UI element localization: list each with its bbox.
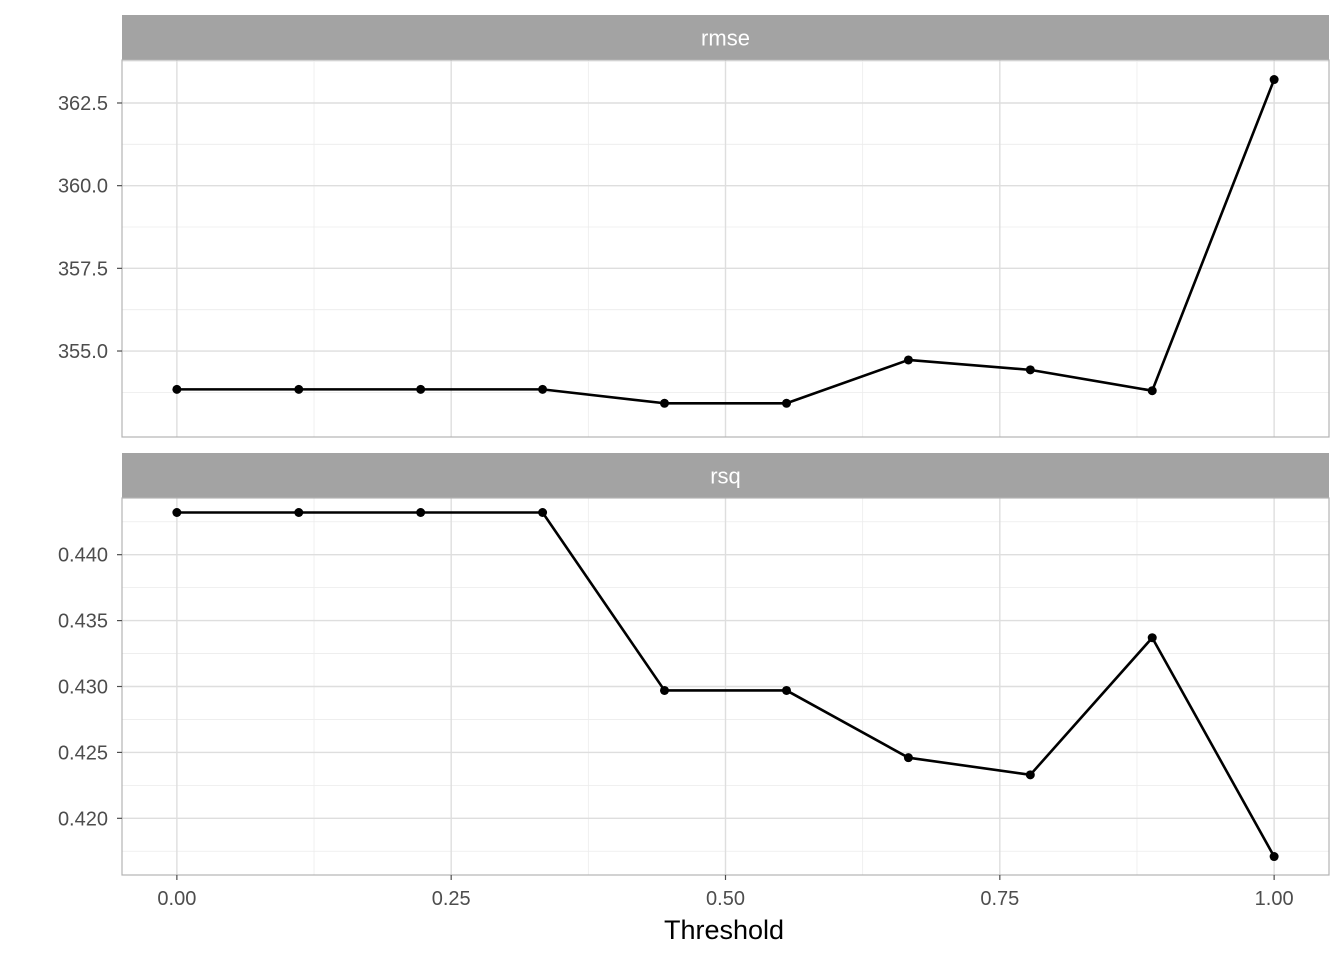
data-point xyxy=(903,355,913,365)
series-line-rmse xyxy=(176,79,1276,405)
x-tick-label: 0.75 xyxy=(980,888,1019,910)
panels: rmse 355.0 357.5 360.0 362.5 rsq 0.420 0.425 0.4… xyxy=(58,15,1330,876)
strip-label: rsq xyxy=(710,464,741,489)
y-tick-label: 0.435 xyxy=(58,611,108,633)
data-point xyxy=(903,753,913,763)
y-tick-label: 357.5 xyxy=(58,258,108,280)
panel-rmse: rmse 355.0 357.5 360.0 362.5 xyxy=(58,15,1330,438)
y-tick-label: 362.5 xyxy=(58,93,108,115)
y-tick-label: 360.0 xyxy=(58,176,108,198)
data-point xyxy=(1269,75,1279,85)
data-point xyxy=(1269,852,1279,862)
data-point xyxy=(782,398,792,408)
data-point xyxy=(1147,386,1157,396)
data-point xyxy=(538,384,548,394)
data-point xyxy=(1025,770,1035,780)
y-tick-label: 0.420 xyxy=(58,808,108,830)
data-point xyxy=(416,384,426,394)
data-point xyxy=(294,508,304,517)
strip-label: rmse xyxy=(701,26,750,51)
data-point xyxy=(1147,633,1157,643)
y-tick-label: 0.425 xyxy=(58,742,108,764)
y-tick-label: 0.440 xyxy=(58,545,108,567)
panel-border xyxy=(121,59,1330,438)
x-tick-label: 0.00 xyxy=(157,888,196,910)
data-point xyxy=(1025,365,1035,375)
data-point xyxy=(538,508,548,517)
x-axis-title: Threshold xyxy=(664,915,784,945)
series-line-rsq xyxy=(176,511,1276,858)
data-point xyxy=(416,508,426,517)
data-point xyxy=(294,384,304,394)
x-tick-label: 0.25 xyxy=(432,888,471,910)
x-axis: 0.00 0.25 0.50 0.75 1.00 xyxy=(157,875,1294,910)
data-point xyxy=(659,685,669,695)
data-point xyxy=(782,685,792,695)
strip-rsq xyxy=(122,453,1329,498)
y-tick-label: 0.430 xyxy=(58,677,108,699)
strip-rmse xyxy=(122,15,1329,60)
data-point xyxy=(172,384,182,394)
data-point xyxy=(172,508,182,517)
y-tick-label: 355.0 xyxy=(58,341,108,363)
x-tick-label: 1.00 xyxy=(1255,888,1294,910)
data-point xyxy=(659,398,669,408)
x-tick-label: 0.50 xyxy=(706,888,745,910)
panel-rsq: rsq 0.420 0.425 0.430 0.435 0.440 xyxy=(58,453,1330,876)
